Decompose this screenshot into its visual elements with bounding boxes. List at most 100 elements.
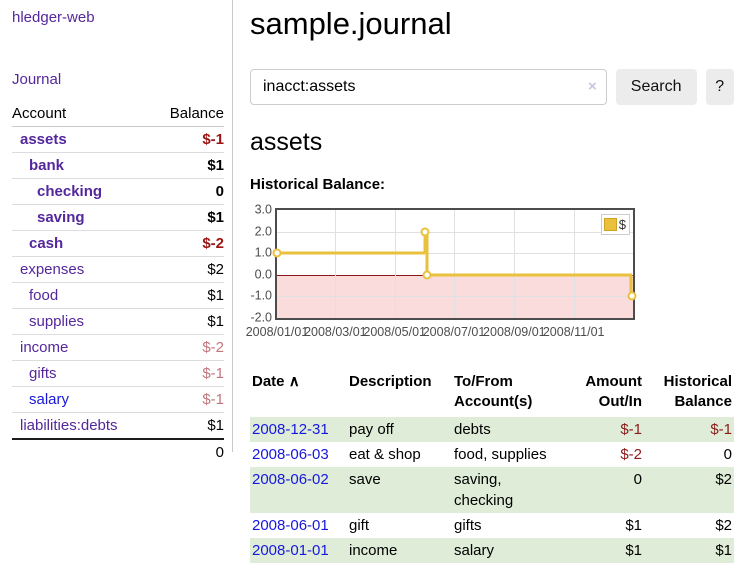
transaction-date-link[interactable]: 2008-01-01 — [252, 542, 329, 559]
legend-label: $ — [618, 217, 626, 232]
transaction-accounts: food, supplies — [454, 446, 547, 463]
account-link[interactable]: income — [20, 339, 69, 356]
x-axis-tick-label: 2008/09/01 — [483, 325, 546, 339]
chart-gridline-v — [573, 210, 575, 318]
account-row: salary $-1 — [12, 386, 224, 413]
transaction-row: 2008-06-01 gift gifts $1 $2 — [250, 513, 734, 538]
account-row: saving $1 — [12, 204, 224, 231]
account-balance: $-1 — [152, 360, 224, 387]
account-balance: $-1 — [152, 386, 224, 413]
x-axis-tick-label: 2008/07/01 — [422, 325, 486, 339]
transaction-date-link[interactable]: 2008-06-02 — [252, 471, 329, 488]
account-link[interactable]: cash — [29, 235, 64, 252]
account-row: income $-2 — [12, 334, 224, 361]
clear-search-icon[interactable]: × — [588, 78, 597, 95]
account-page-title: assets — [250, 128, 323, 156]
sidebar-col-account: Account — [12, 103, 153, 127]
account-balance: $2 — [152, 256, 224, 283]
chart-gridline-v — [454, 210, 456, 318]
chart-line-segment — [629, 274, 633, 297]
chart-data-point — [272, 248, 282, 258]
transaction-row: 2008-12-31 pay off debts $-1 $-1 — [250, 417, 734, 442]
chart-data-point — [422, 270, 432, 280]
y-axis-tick-label: -2.0 — [250, 310, 272, 325]
transaction-date-link[interactable]: 2008-06-01 — [252, 517, 329, 534]
account-balance: 0 — [152, 178, 224, 205]
account-row: food $1 — [12, 282, 224, 309]
transaction-description: gift — [349, 517, 370, 534]
chart-plot-area[interactable]: 3.0 2.0 1.0 0.0 -1.0 -2.0 2008/01/01 2008/03/01… — [246, 203, 637, 339]
transaction-description: eat & shop — [349, 446, 421, 463]
chart-legend: $ — [600, 214, 630, 235]
historical-balance-chart: 3.0 2.0 1.0 0.0 -1.0 -2.0 2008/01/01 2008/03/01… — [246, 203, 734, 356]
account-link[interactable]: salary — [29, 391, 70, 408]
search-help-button[interactable]: ? — [705, 69, 734, 105]
chart-title: Historical Balance: — [250, 176, 386, 193]
sidebar-total-row: 0 — [12, 438, 224, 465]
chart-gridline-v — [335, 210, 337, 318]
transaction-balance: $1 — [715, 542, 732, 559]
transaction-amount: $1 — [625, 517, 642, 534]
account-link[interactable]: food — [29, 287, 59, 304]
transaction-accounts: saving, checking — [454, 471, 514, 509]
y-axis-tick-label: -1.0 — [250, 288, 272, 303]
account-row: liabilities:debts $1 — [12, 412, 224, 440]
register-col-account: To/From Account(s) — [454, 373, 533, 410]
search-button[interactable]: Search — [615, 69, 697, 105]
account-link[interactable]: saving — [37, 209, 85, 226]
nav-journal-link[interactable]: Journal — [12, 71, 62, 88]
account-row: expenses $2 — [12, 256, 224, 283]
account-balance: $1 — [152, 204, 224, 231]
account-link[interactable]: expenses — [20, 261, 85, 278]
register-col-amount: Amount Out/In — [585, 373, 642, 410]
transaction-balance: $2 — [715, 517, 732, 534]
x-axis-tick-label: 2008/05/01 — [363, 325, 426, 339]
transaction-balance: $-1 — [710, 421, 732, 438]
transaction-row: 2008-01-01 income salary $1 $1 — [250, 538, 734, 563]
account-balance: $-1 — [152, 126, 224, 153]
transaction-date-link[interactable]: 2008-06-03 — [252, 446, 329, 463]
account-row: assets $-1 — [12, 126, 224, 153]
sort-ascending-icon: ∧ — [288, 373, 300, 390]
account-row: supplies $1 — [12, 308, 224, 335]
transaction-date-link[interactable]: 2008-12-31 — [252, 421, 329, 438]
sidebar-total-balance: 0 — [152, 438, 224, 465]
account-link[interactable]: supplies — [29, 313, 85, 330]
chart-data-point — [420, 227, 430, 237]
account-link[interactable]: bank — [29, 157, 65, 174]
transaction-row: 2008-06-03 eat & shop food, supplies $-2 0 — [250, 442, 734, 467]
account-balance: $1 — [152, 308, 224, 335]
account-row: gifts $-1 — [12, 360, 224, 387]
sidebar: hledger-web Journal Account Balance asse… — [0, 0, 233, 465]
account-link[interactable]: checking — [37, 183, 103, 200]
chart-line-segment — [277, 251, 425, 255]
account-link[interactable]: gifts — [29, 365, 57, 382]
search-input[interactable] — [250, 69, 607, 105]
transaction-amount: $1 — [625, 542, 642, 559]
y-axis-tick-label: 3.0 — [254, 202, 272, 217]
x-axis-tick-label: 2008/01/01 — [245, 325, 309, 339]
register-col-balance: Historical Balance — [663, 373, 732, 410]
register-col-description: Description — [349, 373, 432, 390]
sidebar-accounts-body: assets $-1 bank $1 checking 0 saving $1 cash $-2 e… — [12, 126, 224, 440]
register-body: 2008-12-31 pay off debts $-1 $-1 2008-06-03 ea… — [250, 417, 734, 563]
account-balance: $-2 — [152, 230, 224, 257]
account-balance: $1 — [152, 152, 224, 179]
account-row: checking 0 — [12, 178, 224, 205]
transaction-balance: $2 — [715, 471, 732, 488]
account-balance: $1 — [152, 282, 224, 309]
chart-line-segment — [425, 231, 429, 275]
app-brand-link[interactable]: hledger-web — [12, 9, 95, 26]
transaction-accounts: gifts — [454, 517, 482, 534]
account-link[interactable]: liabilities:debts — [20, 417, 118, 434]
transaction-amount: $-1 — [620, 421, 642, 438]
y-axis-tick-label: 1.0 — [254, 245, 272, 260]
y-axis-tick-label: 2.0 — [254, 224, 272, 239]
transaction-description: save — [349, 471, 381, 488]
transaction-row: 2008-06-02 save saving, checking 0 $2 — [250, 467, 734, 513]
account-link[interactable]: assets — [20, 131, 67, 148]
chart-line-segment — [423, 231, 427, 254]
account-row: cash $-2 — [12, 230, 224, 257]
register-col-date[interactable]: Date ∧ — [252, 373, 300, 390]
transaction-amount: $-2 — [620, 446, 642, 463]
